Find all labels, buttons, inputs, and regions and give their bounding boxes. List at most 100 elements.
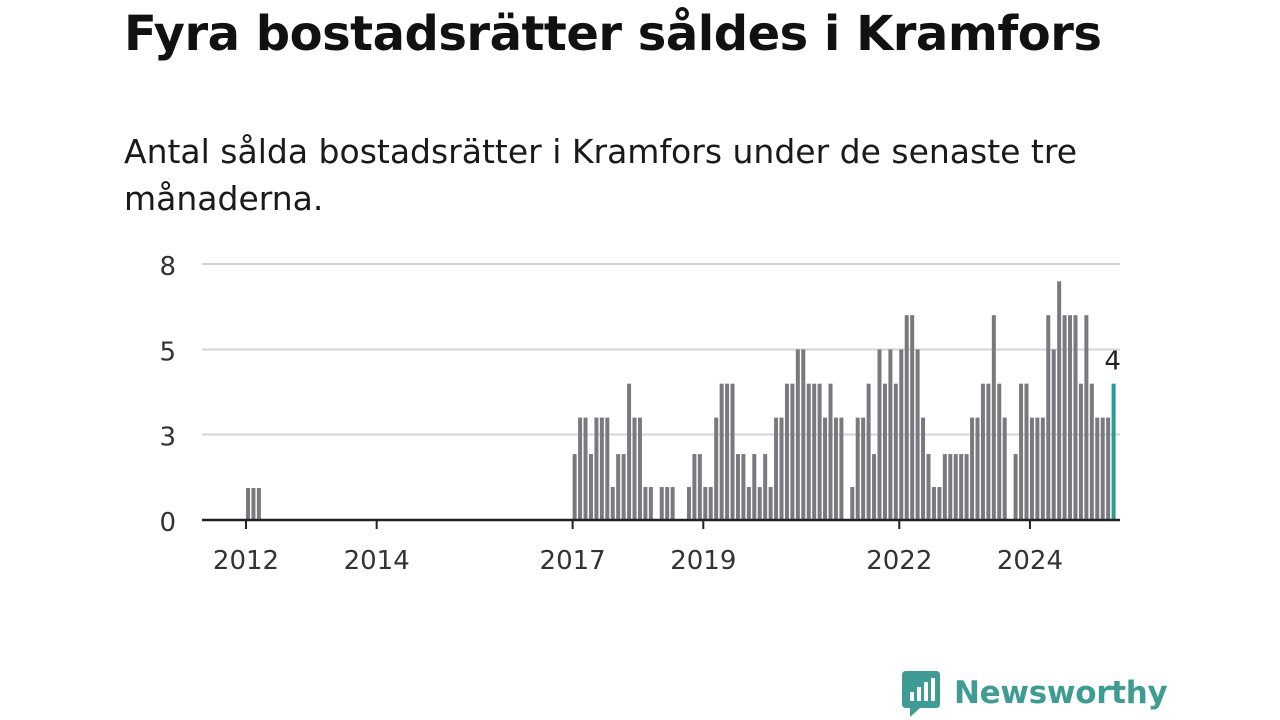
- bar: [1057, 281, 1062, 520]
- bar: [1029, 417, 1034, 520]
- bar: [850, 487, 855, 520]
- bar: [1019, 383, 1024, 520]
- bar: [921, 417, 926, 520]
- bar: [725, 383, 730, 520]
- bar: [583, 417, 588, 520]
- x-tick-label: 2024: [997, 546, 1063, 576]
- bar: [621, 454, 626, 520]
- bar: [1035, 417, 1040, 520]
- bar: [599, 417, 604, 520]
- bar: [1100, 417, 1105, 520]
- bar: [784, 383, 789, 520]
- bar: [795, 349, 800, 520]
- bar: [692, 454, 697, 520]
- brand-name: Newsworthy: [954, 675, 1168, 711]
- bar: [643, 487, 648, 520]
- bar: [670, 487, 675, 520]
- bar-chart: 0 3 5 8 4 2012 2014 2017 2019 2022 2024: [159, 252, 1121, 576]
- bar: [980, 383, 985, 520]
- bar: [866, 383, 871, 520]
- bar: [719, 383, 724, 520]
- bar: [627, 383, 632, 520]
- bar: [964, 454, 969, 520]
- bar: [948, 454, 953, 520]
- bar: [828, 383, 833, 520]
- highlight-bar: [1111, 383, 1116, 520]
- bar: [616, 454, 621, 520]
- bar: [823, 417, 828, 520]
- bar: [801, 349, 806, 520]
- bar: [1062, 315, 1067, 520]
- bar: [855, 417, 860, 520]
- bar: [861, 417, 866, 520]
- bar: [937, 487, 942, 520]
- bar: [246, 488, 250, 520]
- y-tick-label: 8: [159, 252, 176, 282]
- bar: [872, 454, 877, 520]
- bar: [703, 487, 708, 520]
- bar: [1073, 315, 1078, 520]
- bar: [899, 349, 904, 520]
- bar: [708, 487, 713, 520]
- chart-subtitle: Antal sålda bostadsrätter i Kramfors und…: [124, 132, 1078, 218]
- bar: [610, 487, 615, 520]
- bar: [953, 454, 958, 520]
- bar: [1013, 454, 1018, 520]
- bar: [1046, 315, 1051, 520]
- bar: [997, 383, 1002, 520]
- bar: [774, 417, 779, 520]
- bar: [1024, 383, 1029, 520]
- bar: [686, 487, 691, 520]
- bar: [893, 383, 898, 520]
- bar: [779, 417, 784, 520]
- bar: [1040, 417, 1045, 520]
- bar: [904, 315, 909, 520]
- bar: [714, 417, 719, 520]
- bar: [637, 417, 642, 520]
- bar: [991, 315, 996, 520]
- y-tick-label: 5: [159, 337, 176, 367]
- bar: [926, 454, 931, 520]
- newsworthy-logo-icon: [902, 671, 940, 717]
- bar: [833, 417, 838, 520]
- bar: [256, 488, 261, 520]
- chart-title: Fyra bostadsrätter såldes i Kramfors: [124, 6, 1102, 62]
- bar: [1078, 383, 1083, 520]
- bar: [806, 383, 811, 520]
- bar: [1084, 315, 1089, 520]
- y-tick-label: 0: [159, 508, 176, 538]
- bar: [741, 454, 746, 520]
- brand-footer[interactable]: Newsworthy: [900, 668, 1168, 718]
- bar: [578, 417, 583, 520]
- bar: [1095, 417, 1100, 520]
- y-tick-label: 3: [159, 423, 176, 453]
- bar: [888, 349, 893, 520]
- bar: [730, 383, 735, 520]
- bar: [1089, 383, 1094, 520]
- bar: [1068, 315, 1073, 520]
- x-tick-label: 2014: [344, 546, 410, 576]
- bar: [768, 487, 773, 520]
- bar: [588, 454, 593, 520]
- bar: [986, 383, 991, 520]
- bar: [910, 315, 915, 520]
- bar: [975, 417, 980, 520]
- bar: [1051, 349, 1056, 520]
- bar: [735, 454, 740, 520]
- bar: [665, 487, 670, 520]
- highlight-value-label: 4: [1104, 347, 1121, 377]
- bar: [763, 454, 768, 520]
- bar: [572, 454, 577, 520]
- bar: [594, 417, 599, 520]
- bar: [959, 454, 964, 520]
- bar: [877, 349, 882, 520]
- bar: [757, 487, 762, 520]
- bar: [839, 417, 844, 520]
- bar: [605, 417, 610, 520]
- bar: [697, 454, 702, 520]
- x-tick-label: 2017: [540, 546, 606, 576]
- bar: [915, 349, 920, 520]
- bar: [1106, 417, 1111, 520]
- bar: [251, 488, 256, 520]
- x-tick-label: 2019: [670, 546, 736, 576]
